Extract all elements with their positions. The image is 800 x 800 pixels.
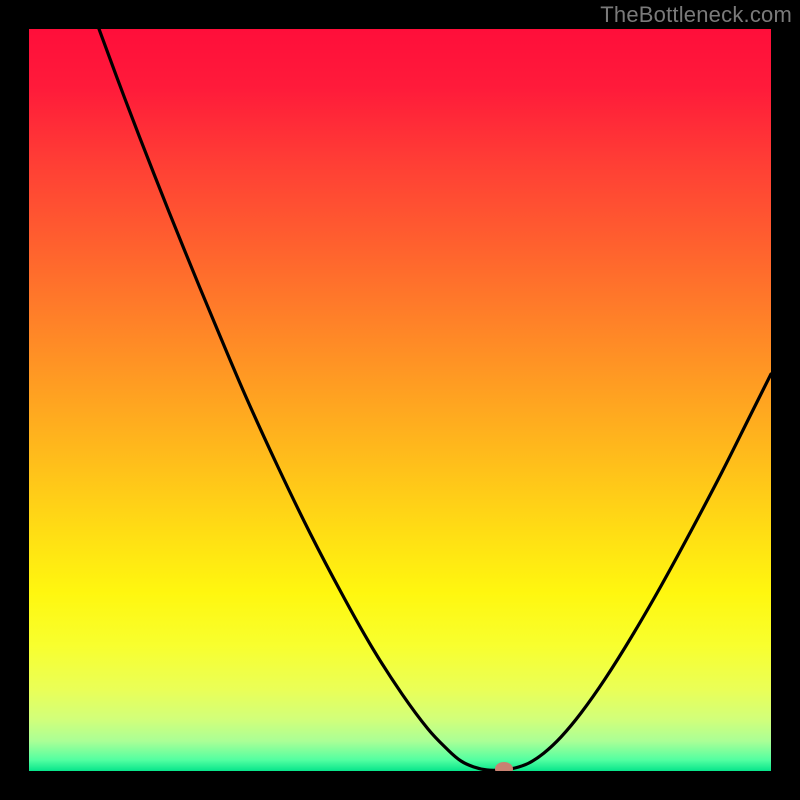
watermark-text: TheBottleneck.com (600, 2, 792, 28)
chart-area (29, 29, 771, 771)
bottleneck-chart-svg (29, 29, 771, 771)
